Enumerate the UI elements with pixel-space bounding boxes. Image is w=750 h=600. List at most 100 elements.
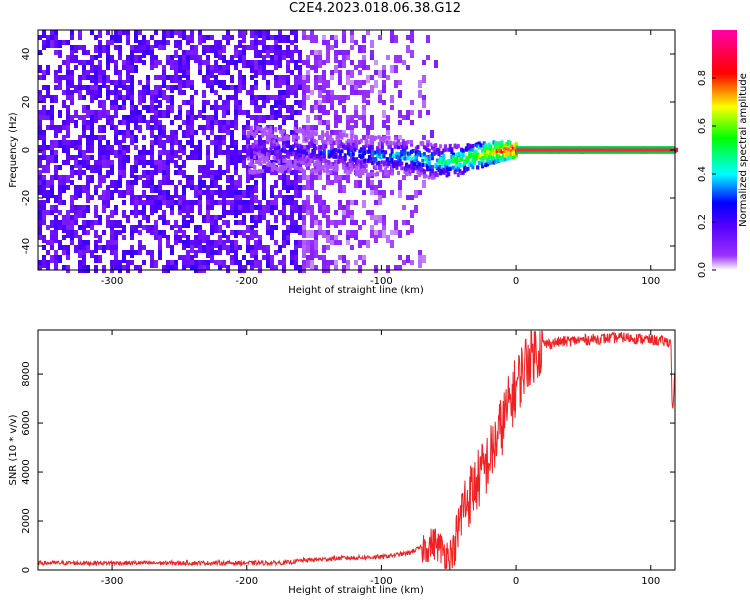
heatmap-noise-cell: [174, 135, 178, 143]
heatmap-noise-cell: [158, 60, 162, 65]
heatmap-noise-cell: [318, 55, 322, 60]
heatmap-noise-cell: [374, 185, 378, 193]
heatmap-noise-cell: [338, 175, 342, 183]
heatmap-signal-cell: [508, 152, 512, 157]
heatmap-noise-cell: [114, 220, 118, 228]
heatmap-noise-cell: [238, 55, 242, 63]
heatmap-noise-cell: [334, 120, 338, 128]
heatmap-signal-cell: [464, 167, 468, 172]
heatmap-signal-cell: [481, 158, 485, 163]
heatmap-noise-cell: [166, 165, 170, 170]
heatmap-noise-cell: [106, 140, 110, 145]
colorbar-label: Normalized spectral amplitude: [738, 73, 749, 227]
heatmap-signal-cell: [287, 136, 291, 141]
heatmap-noise-cell: [342, 50, 346, 58]
heatmap-noise-cell: [70, 70, 74, 75]
heatmap-noise-cell: [42, 150, 46, 158]
heatmap-noise-cell: [386, 235, 390, 243]
heatmap-noise-cell: [382, 85, 386, 93]
heatmap-signal-cell: [300, 167, 304, 172]
heatmap-signal-cell: [456, 166, 460, 171]
heatmap-noise-cell: [334, 55, 338, 63]
heatmap-signal-cell: [405, 145, 409, 150]
heatmap-signal-cell: [502, 154, 506, 159]
heatmap-noise-cell: [214, 50, 218, 58]
heatmap-noise-cell: [134, 45, 138, 53]
heatmap-noise-cell: [146, 120, 150, 125]
heatmap-noise-cell: [134, 135, 138, 143]
heatmap-noise-cell: [354, 235, 358, 240]
heatmap-signal-cell: [262, 148, 266, 153]
heatmap-noise-cell: [230, 140, 234, 148]
heatmap-noise-cell: [294, 220, 298, 225]
heatmap-noise-cell: [186, 210, 190, 218]
heatmap-noise-cell: [342, 215, 346, 223]
heatmap-noise-cell: [418, 260, 422, 268]
heatmap-noise-cell: [354, 105, 358, 113]
heatmap-signal-cell: [355, 160, 359, 165]
heatmap-noise-cell: [198, 175, 202, 183]
heatmap-signal-cell: [430, 172, 434, 177]
heatmap-noise-cell: [86, 180, 90, 188]
heatmap-noise-cell: [106, 75, 110, 83]
heatmap-signal-cell: [476, 165, 480, 170]
heatmap-noise-cell: [102, 150, 106, 158]
heatmap-noise-cell: [94, 210, 98, 218]
heatmap-noise-cell: [410, 30, 414, 38]
heatmap-signal-cell: [330, 138, 334, 143]
heatmap-noise-cell: [302, 205, 306, 213]
heatmap-noise-cell: [222, 45, 226, 53]
heatmap-signal-cell: [384, 171, 388, 176]
heatmap-noise-cell: [338, 95, 342, 103]
heatmap-noise-cell: [42, 220, 46, 225]
heatmap-noise-cell: [246, 170, 250, 175]
heatmap-noise-cell: [122, 265, 126, 270]
heatmap-signal-cell: [447, 161, 451, 166]
heatmap-signal-cell: [364, 169, 368, 174]
heatmap-noise-cell: [122, 145, 126, 150]
heatmap-noise-cell: [230, 185, 234, 193]
heatmap-noise-cell: [154, 235, 158, 240]
heatmap-noise-cell: [278, 210, 282, 215]
heatmap-noise-cell: [330, 90, 334, 95]
heatmap-noise-cell: [198, 245, 202, 253]
heatmap-noise-cell: [414, 175, 418, 180]
heatmap-signal-cell: [345, 144, 349, 149]
heatmap-noise-cell: [42, 190, 46, 198]
heatmap-noise-cell: [126, 250, 130, 255]
heatmap-noise-cell: [366, 210, 370, 215]
heatmap-noise-cell: [170, 245, 174, 250]
colorbar-tick-label: 0.0: [697, 262, 708, 278]
heatmap-noise-cell: [310, 125, 314, 130]
heatmap-noise-cell: [42, 245, 46, 250]
heatmap-noise-cell: [318, 220, 322, 228]
heatmap-noise-cell: [178, 90, 182, 95]
heatmap-signal-cell: [259, 127, 263, 132]
snr-y-axis-label: SNR (10 * v/v): [8, 414, 19, 485]
heatmap-noise-cell: [226, 165, 230, 173]
heatmap-noise-cell: [394, 55, 398, 63]
heatmap-noise-cell: [254, 80, 258, 88]
heatmap-noise-cell: [238, 85, 242, 93]
heatmap-noise-cell: [362, 255, 366, 263]
heatmap-noise-cell: [254, 215, 258, 220]
heatmap-noise-cell: [86, 60, 90, 65]
heatmap-noise-cell: [150, 170, 154, 175]
heatmap-noise-cell: [246, 125, 250, 130]
heatmap-noise-cell: [70, 215, 74, 220]
heatmap-noise-cell: [342, 185, 346, 193]
heatmap-noise-cell: [282, 255, 286, 263]
heatmap-noise-cell: [230, 35, 234, 40]
heatmap-noise-cell: [190, 105, 194, 113]
heatmap-signal-cell: [400, 150, 404, 155]
heatmap-noise-cell: [310, 105, 314, 113]
heatmap-noise-cell: [262, 190, 266, 198]
heatmap-noise-cell: [122, 120, 126, 125]
heatmap-noise-cell: [310, 175, 314, 180]
heatmap-signal-cell: [359, 138, 363, 143]
heatmap-noise-cell: [394, 220, 398, 228]
heatmap-noise-cell: [242, 135, 246, 140]
heatmap-signal-cell: [340, 158, 344, 163]
heatmap-noise-cell: [250, 90, 254, 95]
